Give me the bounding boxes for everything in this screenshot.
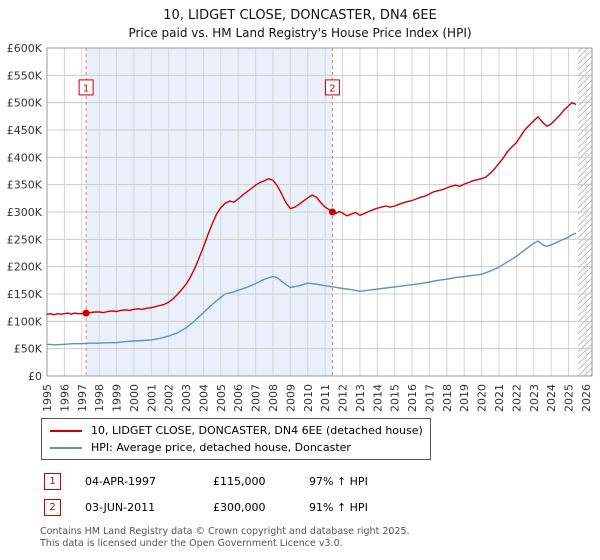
x-axis-label: 2014 [371, 384, 384, 412]
x-axis-label: 1999 [111, 384, 124, 412]
x-axis-label: 2026 [580, 384, 593, 412]
y-axis-label: £200K [7, 261, 43, 274]
x-axis-label: 2008 [267, 384, 280, 412]
y-axis-label: £350K [7, 179, 43, 192]
x-axis-label: 2004 [197, 384, 210, 412]
transaction-date: 04-APR-1997 [85, 475, 157, 488]
x-axis-label: 2019 [458, 384, 471, 412]
sale-number-label: 1 [83, 83, 89, 94]
transactions-list: 1 04-APR-1997 £115,000 97% ↑ HPI 2 03-JUN-201… [44, 473, 600, 516]
x-axis-label: 1997 [76, 384, 89, 412]
hpi-line [46, 232, 577, 346]
x-axis-label: 2018 [441, 384, 454, 412]
y-axis-label: £300K [7, 206, 43, 219]
x-axis-label: 2011 [319, 384, 332, 412]
y-axis-label: £150K [7, 288, 43, 301]
x-axis-label: 2012 [337, 384, 350, 412]
x-axis-label: 2013 [354, 384, 367, 412]
transaction-price: £115,000 [213, 475, 266, 488]
x-axis-label: 2010 [302, 384, 315, 412]
legend-line-sample [50, 429, 82, 432]
y-axis-label: £600K [7, 42, 43, 55]
sale-number-label: 2 [329, 83, 335, 94]
x-axis-label: 2021 [493, 384, 506, 412]
transaction-hpi-percent: 91% ↑ HPI [309, 501, 368, 514]
x-axis-label: 2001 [145, 384, 158, 412]
sale-marker [82, 309, 90, 317]
transaction-row: 1 04-APR-1997 £115,000 97% ↑ HPI [44, 473, 600, 490]
x-axis-label: 2020 [476, 384, 489, 412]
page-title: 10, LIDGET CLOSE, DONCASTER, DN4 6EE [163, 8, 437, 23]
transaction-hpi-percent: 97% ↑ HPI [309, 475, 368, 488]
y-axis-label: £250K [7, 233, 43, 246]
footer-line-1: Contains HM Land Registry data © Crown c… [40, 526, 410, 537]
x-axis-label: 2024 [545, 384, 558, 412]
x-axis-label: 2007 [250, 384, 263, 412]
plot-border [46, 47, 593, 377]
y-axis-label: £100K [7, 315, 43, 328]
y-axis-label: £450K [7, 124, 43, 137]
page-subtitle: Price paid vs. HM Land Registry's House … [128, 26, 472, 40]
sale-number-box [324, 79, 340, 96]
y-axis-label: £500K [7, 97, 43, 110]
x-axis-label: 2009 [284, 384, 297, 412]
y-axis-label: £550K [7, 69, 43, 82]
x-axis-label: 2006 [232, 384, 245, 412]
footer: Contains HM Land Registry data © Crown c… [40, 526, 600, 551]
x-axis-label: 2005 [215, 384, 228, 412]
legend-item-0: 10, LIDGET CLOSE, DONCASTER, DN4 6EE (de… [50, 422, 423, 439]
x-axis-label: 1998 [93, 384, 106, 412]
y-axis-label: £50K [14, 343, 43, 356]
chart-legend: 10, LIDGET CLOSE, DONCASTER, DN4 6EE (de… [41, 418, 431, 460]
x-axis-label: 1996 [58, 384, 71, 412]
footer-line-2: This data is licensed under the Open Gov… [40, 538, 343, 550]
x-axis-label: 2015 [389, 384, 402, 412]
transaction-number-box: 2 [44, 499, 61, 516]
y-axis-label: £0 [28, 370, 42, 383]
x-axis-label: 2003 [180, 384, 193, 412]
transaction-date: 03-JUN-2011 [85, 501, 156, 514]
transaction-number-box: 1 [44, 473, 61, 490]
legend-label: 10, LIDGET CLOSE, DONCASTER, DN4 6EE (de… [91, 424, 423, 437]
x-axis-label: 1995 [41, 384, 54, 412]
x-axis-label: 2000 [128, 384, 141, 412]
x-axis-label: 2022 [510, 384, 523, 412]
legend-line-sample [50, 446, 82, 449]
legend-item-1: HPI: Average price, detached house, Donc… [50, 439, 422, 456]
x-axis-label: 2017 [423, 384, 436, 412]
price-chart: £0 £50K £100K £150K £200K £250K £300K £350K £400… [7, 42, 593, 412]
y-axis-label: £400K [7, 151, 43, 164]
property-price-line [46, 102, 577, 316]
x-axis-label: 2002 [163, 384, 176, 412]
x-axis-label: 2023 [528, 384, 541, 412]
transaction-price: £300,000 [213, 501, 266, 514]
x-axis-label: 2016 [406, 384, 419, 412]
legend-label: HPI: Average price, detached house, Donc… [91, 441, 351, 454]
x-axis-label: 2025 [563, 384, 576, 412]
sale-marker [328, 208, 336, 216]
sale-number-box [78, 79, 94, 96]
transaction-row: 2 03-JUN-2011 £300,000 91% ↑ HPI [44, 499, 600, 516]
